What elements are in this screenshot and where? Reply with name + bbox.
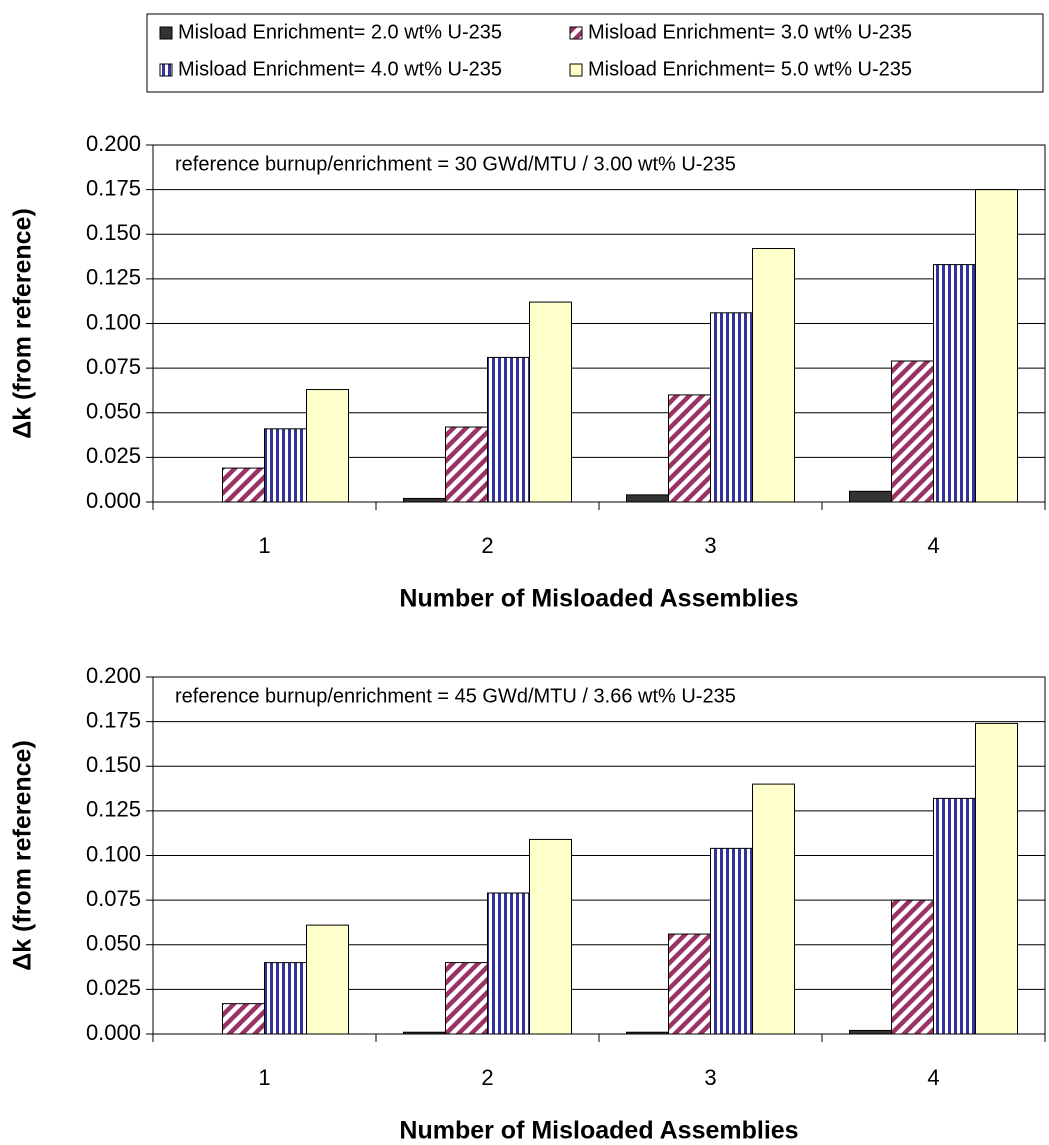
legend-label: Misload Enrichment= 3.0 wt% U-235 [588,21,912,43]
y-tick-label: 0.175 [86,707,141,732]
legend-box [146,13,1044,93]
legend-label: Misload Enrichment= 4.0 wt% U-235 [178,58,502,80]
bar [445,962,488,1035]
bar [626,1031,669,1035]
x-tick-label: 3 [704,1065,716,1090]
annotation: reference burnup/enrichment = 30 GWd/MTU… [175,153,736,175]
bar [668,933,711,1035]
y-tick-label: 0.100 [86,841,141,866]
bar [710,847,753,1035]
legend-label: Misload Enrichment= 2.0 wt% U-235 [178,21,502,43]
y-tick-label: 0.150 [86,220,141,245]
bar [529,301,572,503]
bar [264,962,307,1035]
y-tick-label: 0.200 [86,131,141,156]
bar [222,1003,265,1035]
y-axis-title: Δk (from reference) [9,740,37,971]
bar [626,494,669,503]
x-tick-label: 4 [927,533,939,558]
y-tick-label: 0.075 [86,354,141,379]
legend-swatch [159,63,173,77]
y-tick-label: 0.100 [86,309,141,334]
bar [403,497,446,503]
x-tick-label: 3 [704,533,716,558]
bar [849,490,892,503]
y-tick-label: 0.125 [86,265,141,290]
bar [529,838,572,1035]
x-tick-label: 2 [481,1065,493,1090]
bar [849,1029,892,1035]
bar [752,248,795,503]
x-axis-title: Number of Misloaded Assemblies [399,585,798,613]
y-tick-label: 0.025 [86,975,141,1000]
legend-swatch [569,26,583,40]
y-tick-label: 0.125 [86,797,141,822]
y-tick-label: 0.200 [86,663,141,688]
y-tick-label: 0.175 [86,175,141,200]
y-tick-label: 0.150 [86,752,141,777]
bar [975,189,1018,503]
bar [306,924,349,1035]
bar [403,1031,446,1035]
bar [222,467,265,503]
bar [891,360,934,503]
bar [306,389,349,503]
y-tick-label: 0.075 [86,886,141,911]
y-tick-label: 0.025 [86,443,141,468]
bar [933,797,976,1035]
bar [975,722,1018,1035]
y-tick-label: 0.050 [86,931,141,956]
y-tick-label: 0.000 [86,1020,141,1045]
legend-label: Misload Enrichment= 5.0 wt% U-235 [588,58,912,80]
x-tick-label: 2 [481,533,493,558]
bar [487,892,530,1035]
legend-swatch [159,26,173,40]
annotation: reference burnup/enrichment = 45 GWd/MTU… [175,685,736,707]
x-axis-title: Number of Misloaded Assemblies [399,1117,798,1145]
y-axis-title: Δk (from reference) [9,208,37,439]
bar [668,394,711,503]
bar [891,899,934,1035]
bar [487,356,530,503]
y-tick-label: 0.050 [86,399,141,424]
legend-swatch [569,63,583,77]
y-tick-label: 0.000 [86,488,141,513]
bar [752,783,795,1035]
bar [710,312,753,503]
x-tick-label: 4 [927,1065,939,1090]
bar [933,264,976,503]
x-tick-label: 1 [258,1065,270,1090]
bar [445,426,488,503]
bar [264,428,307,503]
x-tick-label: 1 [258,533,270,558]
